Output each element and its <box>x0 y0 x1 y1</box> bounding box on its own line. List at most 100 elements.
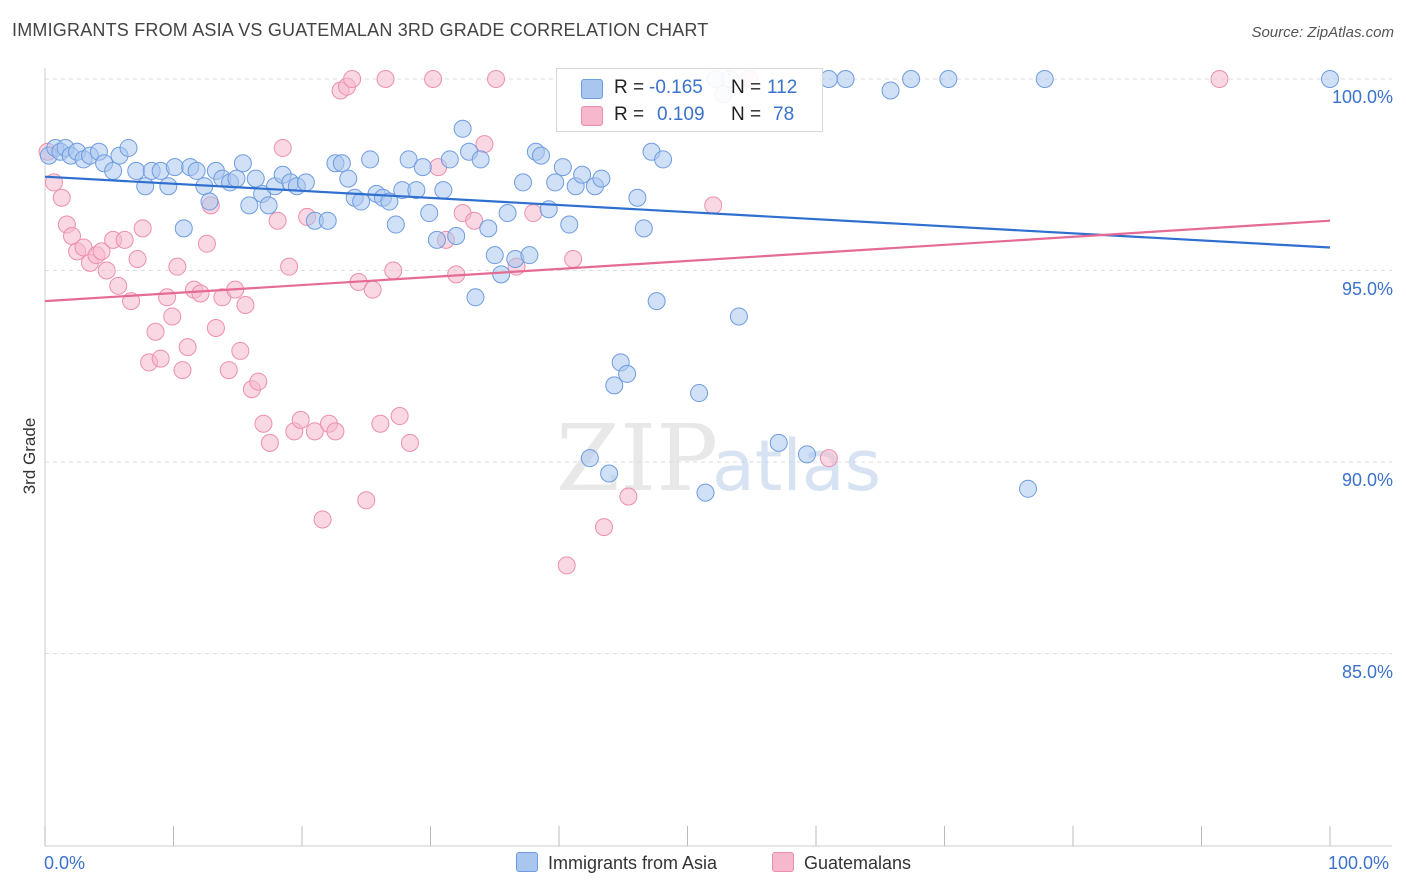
data-point-guatemalans <box>197 234 216 253</box>
data-point-asia <box>881 81 900 100</box>
data-point-guatemalans <box>487 70 506 88</box>
data-point-asia <box>939 70 958 88</box>
data-point-asia <box>407 181 426 200</box>
series-guatemalans <box>38 70 1229 575</box>
data-point-guatemalans <box>343 70 362 88</box>
data-point-guatemalans <box>163 307 182 326</box>
data-point-asia <box>296 173 315 192</box>
axes <box>44 68 1392 847</box>
data-point-asia <box>466 288 485 307</box>
data-point-guatemalans <box>178 338 197 357</box>
data-point-guatemalans <box>273 138 292 157</box>
data-point-guatemalans <box>291 410 310 429</box>
data-point-asia <box>332 154 351 173</box>
data-point-asia <box>560 215 579 234</box>
data-point-asia <box>380 192 399 211</box>
bottom-legend-swatch-pink <box>772 852 794 872</box>
data-point-guatemalans <box>168 257 187 276</box>
data-point-asia <box>127 161 146 180</box>
y-tick-label: 90.0% <box>1341 470 1393 490</box>
data-point-asia <box>227 169 246 188</box>
data-point-asia <box>514 173 533 192</box>
chart-title: IMMIGRANTS FROM ASIA VS GUATEMALAN 3RD G… <box>12 20 709 40</box>
data-point-guatemalans <box>109 276 128 295</box>
data-point-guatemalans <box>524 204 543 223</box>
watermark: ZIP atlas <box>556 405 881 512</box>
data-point-asia <box>447 227 466 246</box>
data-point-asia <box>573 165 592 184</box>
data-point-asia <box>902 70 921 88</box>
watermark-atlas: atlas <box>712 425 881 507</box>
bottom-legend-guatemalans: Guatemalans <box>772 852 911 874</box>
bottom-legend-label-asia: Immigrants from Asia <box>548 853 718 873</box>
data-point-guatemalans <box>158 288 177 307</box>
data-point-asia <box>352 192 371 211</box>
data-point-asia <box>1035 70 1054 88</box>
y-tick-label: 95.0% <box>1341 278 1393 299</box>
data-point-guatemalans <box>400 433 419 452</box>
legend-r-label: R = <box>614 104 645 125</box>
data-point-guatemalans <box>594 518 613 537</box>
legend-row-asia: R = -0.165 N = 112 <box>557 74 822 102</box>
legend-r-value: 0.109 <box>657 104 705 125</box>
data-point-guatemalans <box>254 414 273 433</box>
legend-n-value: 78 <box>773 104 795 125</box>
data-point-asia <box>498 204 517 223</box>
data-point-asia <box>174 219 193 238</box>
data-point-guatemalans <box>557 556 576 575</box>
data-point-asia <box>420 204 439 223</box>
data-point-guatemalans <box>219 361 238 380</box>
data-point-asia <box>485 246 504 265</box>
data-point-guatemalans <box>146 322 165 341</box>
data-point-asia <box>798 445 817 464</box>
data-point-guatemalans <box>236 295 255 314</box>
data-point-guatemalans <box>97 261 116 280</box>
bottom-legend-label-guatemalans: Guatemalans <box>804 853 912 873</box>
data-point-asia <box>479 219 498 238</box>
data-point-asia <box>453 119 472 138</box>
data-point-asia <box>492 265 511 284</box>
data-point-guatemalans <box>92 242 111 261</box>
data-point-asia <box>654 150 673 169</box>
y-tick-label: 85.0% <box>1341 661 1393 682</box>
x-axis-max-label: 100.0% <box>1328 853 1390 873</box>
x-axis-min-label: 0.0% <box>44 853 86 873</box>
data-point-asia <box>532 146 551 165</box>
data-point-asia <box>427 230 446 249</box>
data-point-guatemalans <box>52 188 71 207</box>
data-point-asia <box>104 161 123 180</box>
data-point-guatemalans <box>390 407 409 426</box>
legend-r-value: -0.165 <box>649 77 703 98</box>
y-tick-label: 100.0% <box>1331 87 1393 107</box>
data-point-guatemalans <box>268 211 287 230</box>
data-point-guatemalans <box>424 70 443 88</box>
trend-lines <box>44 175 1331 303</box>
data-point-guatemalans <box>133 219 152 238</box>
legend-n-label: N = <box>731 104 762 125</box>
data-point-asia <box>165 158 184 177</box>
data-point-guatemalans <box>564 250 583 269</box>
data-point-guatemalans <box>173 361 192 380</box>
data-point-asia <box>233 154 252 173</box>
data-point-guatemalans <box>384 261 403 280</box>
data-point-asia <box>546 173 565 192</box>
data-point-guatemalans <box>326 422 345 441</box>
data-point-asia <box>836 70 855 88</box>
data-point-guatemalans <box>619 487 638 506</box>
data-point-guatemalans <box>465 211 484 230</box>
data-point-guatemalans <box>280 257 299 276</box>
data-point-guatemalans <box>249 372 268 391</box>
data-point-guatemalans <box>128 250 147 269</box>
data-point-guatemalans <box>305 422 324 441</box>
data-point-asia <box>628 188 647 207</box>
data-point-guatemalans <box>313 510 332 529</box>
data-point-asia <box>605 376 624 395</box>
data-point-asia <box>318 211 337 230</box>
data-point-asia <box>1019 479 1038 498</box>
bottom-legend-swatch-blue <box>516 852 538 872</box>
data-point-asia <box>240 196 259 215</box>
data-point-asia <box>386 215 405 234</box>
series-immigrants-from-asia <box>39 70 1339 502</box>
legend-r-label: R = <box>614 77 645 98</box>
